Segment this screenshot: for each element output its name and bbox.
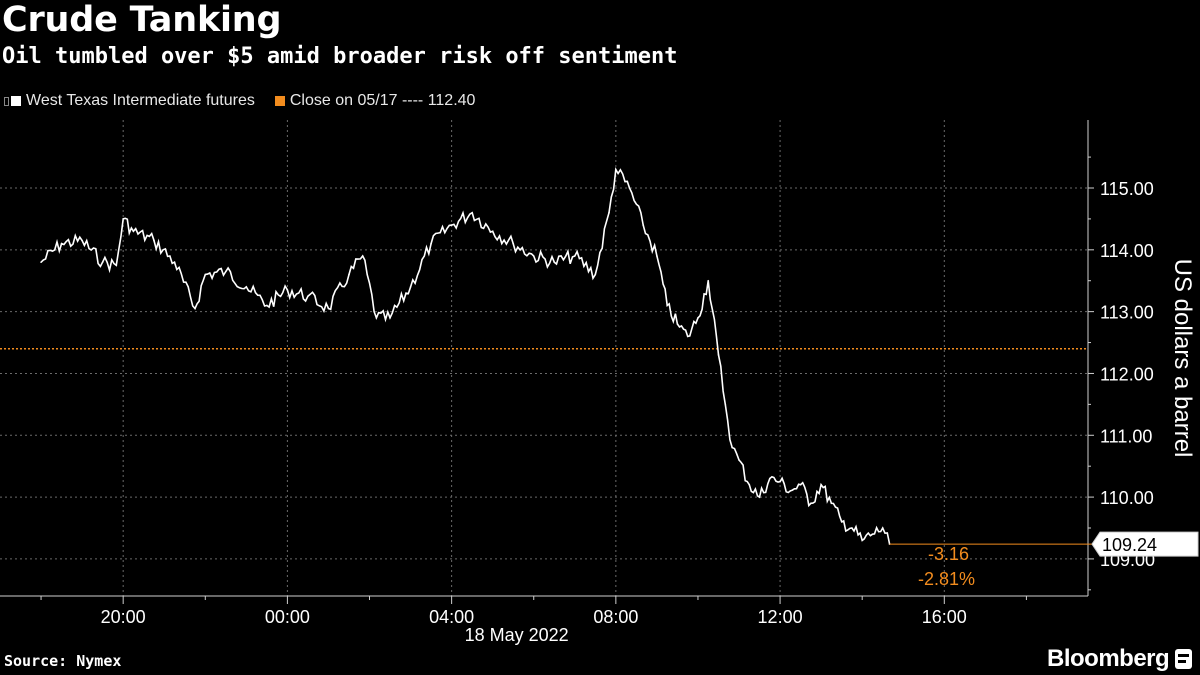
series-point [594, 273, 597, 276]
legend: West Texas Intermediate futures Close on… [4, 90, 489, 112]
legend-swatch-series [11, 96, 21, 106]
chart-title: Crude Tanking [2, 0, 282, 40]
brand-logo: Bloomberg [1047, 645, 1193, 673]
series-point [628, 187, 631, 189]
series-point [707, 279, 710, 282]
series-point [194, 307, 196, 310]
chart-subtitle: Oil tumbled over $5 amid broader risk of… [2, 44, 678, 69]
brand-name: Bloomberg [1047, 645, 1170, 672]
series-point [881, 527, 884, 529]
x-tick-label: 08:00 [593, 607, 638, 627]
series-point [666, 304, 668, 307]
source-note: Source: Nymex [4, 652, 122, 670]
x-tick-label: 20:00 [101, 607, 146, 627]
series-point [286, 289, 289, 291]
legend-swatch-close [274, 96, 285, 106]
series-point [656, 255, 658, 257]
series-point [60, 242, 63, 245]
series-point [225, 270, 227, 273]
series-point [724, 403, 727, 406]
series-point [532, 255, 535, 257]
series-point [348, 273, 350, 276]
last-value-badge [1091, 531, 1199, 557]
y-axis-title: US dollars a barrel [1169, 259, 1196, 458]
legend-handle-icon [4, 96, 9, 106]
series-point [153, 239, 155, 242]
series-point [307, 295, 309, 297]
x-tick-label: 12:00 [758, 607, 803, 627]
series-point [553, 261, 556, 263]
series-line [40, 166, 891, 545]
last-value-label: 109.24 [1102, 535, 1157, 555]
y-tick-label: 110.00 [1100, 488, 1154, 508]
y-tick-label: 113.00 [1100, 303, 1154, 323]
y-tick-label: 114.00 [1100, 241, 1154, 261]
series-point [409, 286, 412, 288]
series-point [789, 490, 792, 492]
series-point [810, 502, 812, 505]
series-point [861, 539, 863, 542]
series-point [851, 527, 853, 529]
series-point [491, 230, 494, 233]
series-point [686, 335, 689, 338]
series-point [608, 211, 610, 214]
y-tick-label: 115.00 [1100, 179, 1154, 199]
series-point [266, 304, 268, 307]
series-point [450, 224, 453, 226]
series-point [132, 230, 135, 233]
series-point [430, 242, 432, 245]
x-tick-label: 00:00 [265, 607, 310, 627]
series-point [799, 483, 802, 486]
series-point [731, 446, 733, 449]
series-point [830, 502, 833, 505]
series-point [512, 242, 515, 245]
change-label: -3.16 [928, 544, 969, 564]
legend-close-label: Close on 05/17 ---- 112.40 [289, 92, 476, 109]
y-tick-label: 111.00 [1100, 426, 1152, 446]
series-point [573, 255, 576, 257]
series-point [245, 286, 248, 288]
series-point [697, 317, 699, 319]
series-point [820, 483, 822, 486]
series-point [471, 211, 473, 214]
series-point [101, 261, 104, 263]
series-point [115, 264, 118, 267]
x-tick-label: 04:00 [429, 607, 474, 627]
series-point [748, 483, 751, 486]
x-date-label: 18 May 2022 [465, 625, 569, 645]
series-point [871, 533, 874, 535]
series-point [840, 521, 843, 523]
series-point [327, 307, 330, 310]
series-point [779, 480, 781, 483]
series-point [615, 168, 617, 171]
series-point [738, 459, 740, 461]
series-point [389, 317, 391, 319]
y-tick-label: 112.00 [1100, 364, 1154, 384]
series-point [204, 273, 207, 276]
series-point [122, 218, 124, 220]
series-point [375, 317, 378, 319]
series-point [361, 255, 364, 257]
series-point [81, 239, 83, 242]
series-point [676, 323, 679, 325]
change-pct-label: -2.81% [918, 569, 975, 589]
series-point [642, 224, 645, 226]
x-tick-label: 16:00 [922, 607, 967, 627]
legend-series-label: West Texas Intermediate futures [26, 92, 255, 109]
series-point [173, 261, 176, 263]
bloomberg-mark-icon [1175, 649, 1193, 669]
legend-item-series: West Texas Intermediate futures [4, 92, 255, 110]
series-point [758, 496, 761, 498]
series-point [769, 477, 771, 480]
legend-item-close: Close on 05/17 ---- 112.40 [274, 92, 476, 110]
series-point [717, 354, 720, 356]
series-point [40, 261, 42, 263]
